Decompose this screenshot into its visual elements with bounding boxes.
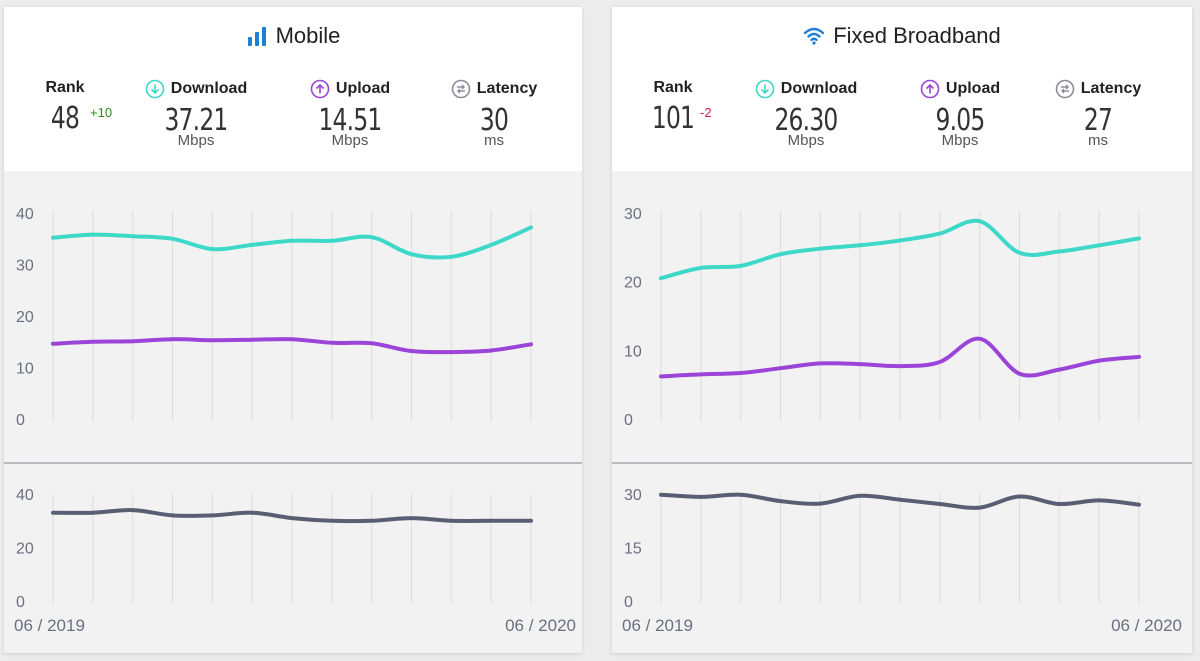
mobile-latency-ytick-label: 20 — [16, 541, 34, 558]
mobile-header: Mobile Rank 48 +10 Download 37.21 Mbps — [4, 7, 582, 171]
mobile-speed-ytick-label: 40 — [16, 206, 34, 223]
fixed-latency-latency-line — [659, 492, 1141, 510]
mobile-speed-ytick-label: 0 — [16, 412, 25, 429]
latency-icon — [451, 79, 471, 99]
latency-unit: ms — [1088, 132, 1108, 149]
mobile-rank: Rank 48 — [30, 79, 100, 135]
date-start: 06 / 2019 — [622, 616, 693, 635]
date-end: 06 / 2020 — [1111, 616, 1182, 635]
wifi-icon — [804, 27, 825, 45]
mobile-speed-ytick-label: 20 — [16, 309, 34, 326]
upload-unit: Mbps — [331, 132, 369, 149]
mobile-latency-ytick-label: 0 — [16, 594, 25, 611]
mobile-upload: Upload 14.51 Mbps — [300, 79, 400, 149]
download-icon — [755, 79, 775, 99]
fixed-speed-ytick-label: 10 — [624, 343, 642, 360]
mobile-speed-ytick-label: 30 — [16, 258, 34, 275]
rank-value: 101 — [651, 101, 695, 136]
mobile-latency-latency-line — [51, 508, 533, 524]
mobile-latency: Latency 30 ms — [444, 79, 544, 149]
upload-value: 9.05 — [935, 103, 986, 138]
fixed-title: Fixed Broadband — [612, 23, 1192, 49]
mobile-latency-ytick-label: 40 — [16, 487, 34, 504]
download-label: Download — [780, 80, 858, 97]
signal-bars-icon — [247, 27, 266, 46]
fixed-download: Download 26.30 Mbps — [746, 79, 866, 149]
rank-value: 48 — [50, 101, 80, 136]
download-icon — [145, 79, 165, 99]
fixed-latency-ytick-label: 0 — [624, 594, 633, 611]
fixed-broadband-card: Fixed Broadband Rank 101 -2 Download 26.… — [612, 7, 1192, 653]
latency-value: 27 — [1083, 103, 1113, 138]
mobile-speed-ytick-label: 10 — [16, 361, 34, 378]
download-unit: Mbps — [787, 132, 825, 149]
latency-label: Latency — [476, 80, 538, 97]
mobile-download: Download 37.21 Mbps — [136, 79, 256, 149]
download-value: 37.21 — [164, 103, 228, 138]
latency-icon — [1055, 79, 1075, 99]
fixed-title-text: Fixed Broadband — [833, 23, 1001, 48]
fixed-speed-ytick-label: 0 — [624, 412, 633, 429]
download-unit: Mbps — [177, 132, 215, 149]
mobile-title: Mobile — [4, 23, 582, 49]
date-start: 06 / 2019 — [14, 616, 85, 635]
mobile-card: Mobile Rank 48 +10 Download 37.21 Mbps — [4, 7, 582, 653]
date-end: 06 / 2020 — [505, 616, 576, 635]
fixed-speed-download-line — [659, 218, 1141, 281]
latency-label: Latency — [1080, 80, 1142, 97]
fixed-rank: Rank 101 — [638, 79, 708, 135]
fixed-latency: Latency 27 ms — [1048, 79, 1148, 149]
upload-value: 14.51 — [318, 103, 382, 138]
fixed-latency-ytick-label: 30 — [624, 487, 642, 504]
fixed-upload: Upload 9.05 Mbps — [910, 79, 1010, 149]
fixed-latency-ytick-label: 15 — [624, 541, 642, 558]
download-value: 26.30 — [774, 103, 838, 138]
upload-unit: Mbps — [941, 132, 979, 149]
mobile-charts: 0 10 20 30 40 0 20 40 — [4, 206, 582, 611]
fixed-speed-ytick-label: 20 — [624, 275, 642, 292]
upload-label: Upload — [945, 80, 1001, 97]
upload-label: Upload — [335, 80, 391, 97]
rank-label: Rank — [653, 79, 693, 96]
upload-icon — [920, 79, 940, 99]
fixed-speed-ytick-label: 30 — [624, 206, 642, 223]
latency-value: 30 — [479, 103, 509, 138]
fixed-charts: 0 10 20 30 0 15 30 — [612, 206, 1192, 611]
mobile-speed-upload-line — [51, 337, 533, 355]
rank-change: -2 — [700, 105, 712, 120]
download-label: Download — [170, 80, 248, 97]
upload-icon — [310, 79, 330, 99]
latency-unit: ms — [484, 132, 504, 149]
rank-label: Rank — [45, 79, 85, 96]
mobile-title-text: Mobile — [275, 23, 341, 48]
fixed-speed-upload-line — [659, 336, 1141, 379]
mobile-speed-download-line — [51, 225, 533, 260]
fixed-header: Fixed Broadband Rank 101 -2 Download 26.… — [612, 7, 1192, 171]
rank-change: +10 — [90, 105, 113, 120]
